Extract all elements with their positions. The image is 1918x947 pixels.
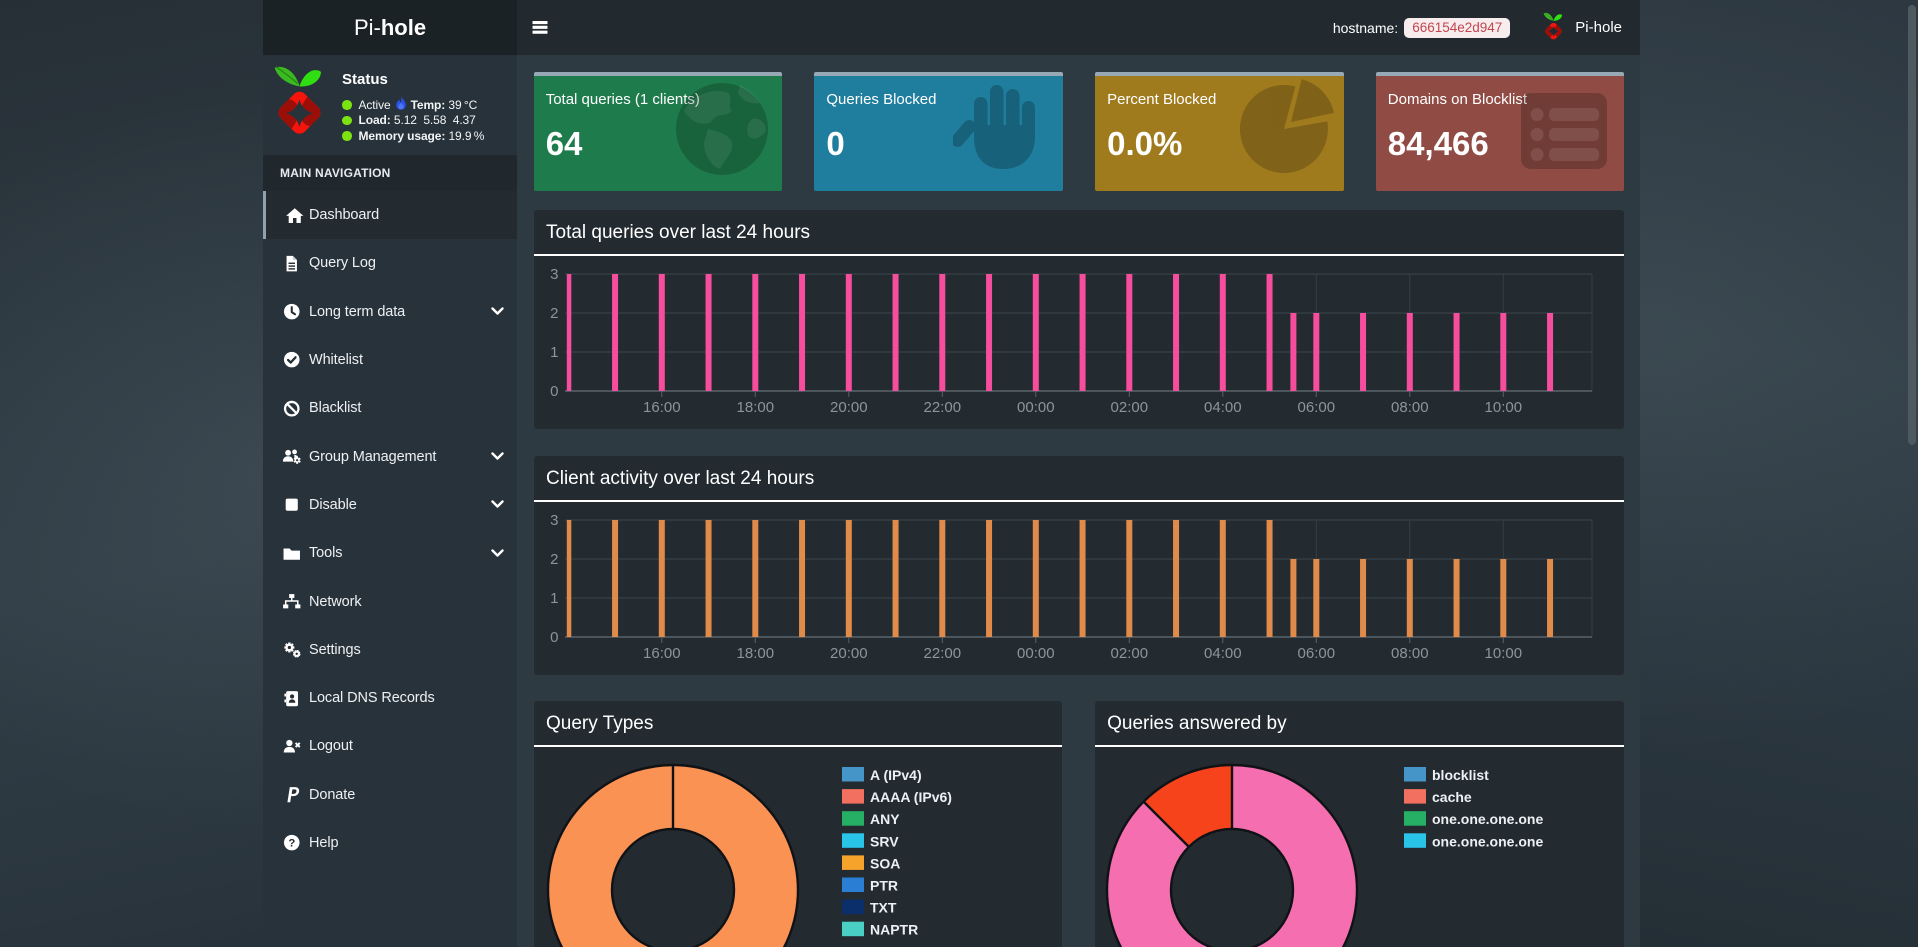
svg-text:22:00: 22:00 [924, 645, 962, 662]
svg-text:SOA: SOA [870, 855, 900, 871]
svg-text:PTR: PTR [870, 877, 898, 893]
svg-text:0: 0 [550, 383, 558, 400]
svg-text:02:00: 02:00 [1111, 399, 1149, 416]
svg-text:SRV: SRV [870, 833, 899, 849]
svg-text:0: 0 [550, 629, 558, 646]
svg-text:00:00: 00:00 [1017, 645, 1055, 662]
svg-text:cache: cache [1432, 789, 1472, 805]
svg-text:?: ? [288, 838, 295, 850]
svg-text:04:00: 04:00 [1204, 399, 1242, 416]
svg-text:1: 1 [550, 344, 558, 361]
svg-text:3: 3 [550, 266, 558, 283]
svg-text:16:00: 16:00 [643, 399, 681, 416]
svg-text:AAAA (IPv6): AAAA (IPv6) [870, 789, 952, 805]
svg-text:18:00: 18:00 [737, 645, 775, 662]
svg-text:18:00: 18:00 [737, 399, 775, 416]
svg-text:1: 1 [550, 590, 558, 607]
svg-text:2: 2 [550, 551, 558, 568]
svg-text:one.one.one.one: one.one.one.one [1432, 811, 1543, 827]
svg-text:TXT: TXT [870, 899, 897, 915]
svg-text:16:00: 16:00 [643, 645, 681, 662]
svg-text:06:00: 06:00 [1298, 399, 1336, 416]
svg-text:blocklist: blocklist [1432, 767, 1489, 783]
svg-text:04:00: 04:00 [1204, 645, 1242, 662]
svg-text:20:00: 20:00 [830, 645, 868, 662]
svg-text:ANY: ANY [870, 811, 900, 827]
svg-text:22:00: 22:00 [924, 399, 962, 416]
svg-text:20:00: 20:00 [830, 399, 868, 416]
svg-text:A (IPv4): A (IPv4) [870, 767, 922, 783]
svg-text:10:00: 10:00 [1485, 399, 1523, 416]
svg-text:08:00: 08:00 [1391, 645, 1429, 662]
svg-text:10:00: 10:00 [1485, 645, 1523, 662]
svg-text:00:00: 00:00 [1017, 399, 1055, 416]
svg-text:02:00: 02:00 [1111, 645, 1149, 662]
svg-text:2: 2 [550, 305, 558, 322]
svg-text:08:00: 08:00 [1391, 399, 1429, 416]
svg-text:3: 3 [550, 512, 558, 529]
svg-text:one.one.one.one: one.one.one.one [1432, 833, 1543, 849]
svg-text:06:00: 06:00 [1298, 645, 1336, 662]
svg-text:NAPTR: NAPTR [870, 921, 918, 937]
